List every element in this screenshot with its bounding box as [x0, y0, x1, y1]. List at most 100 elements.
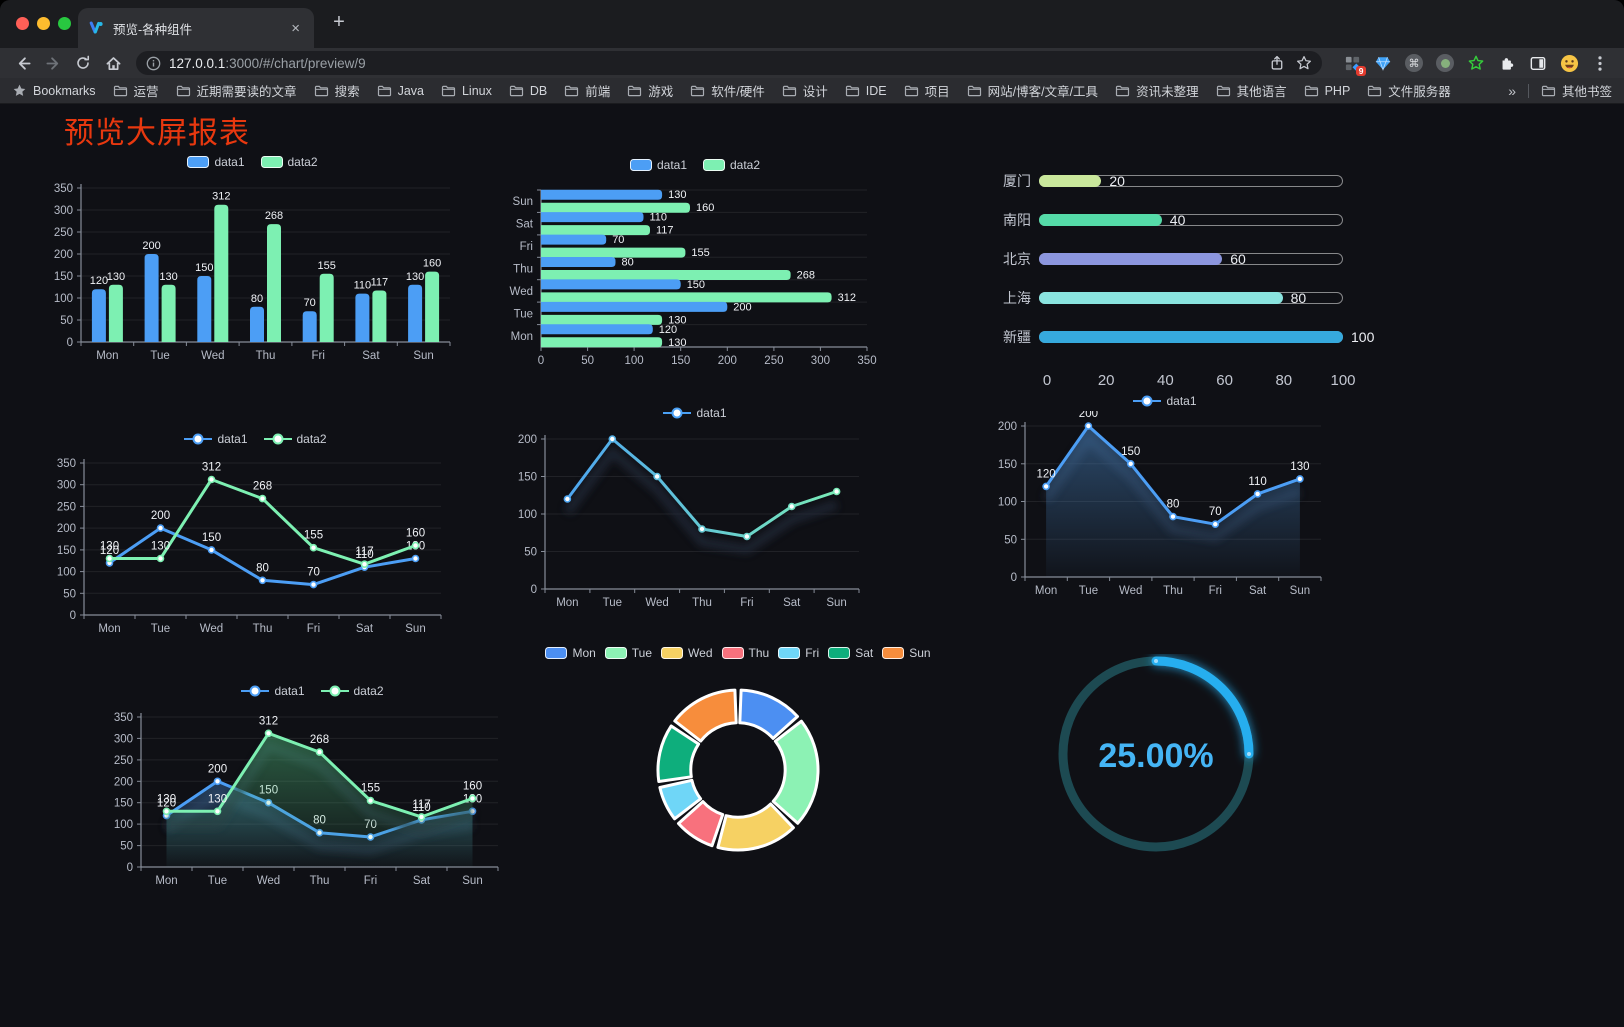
legend-label: Tue — [631, 646, 653, 660]
bookmark-folder[interactable]: DB — [509, 81, 547, 100]
share-icon[interactable] — [1270, 55, 1284, 71]
home-icon[interactable] — [100, 51, 126, 75]
minimize-window-button[interactable] — [37, 17, 50, 30]
legend-item-wed[interactable]: Wed — [661, 646, 713, 660]
donut-slice-sun[interactable] — [673, 688, 738, 743]
legend-item-data2[interactable]: data2 — [260, 155, 318, 169]
donut-slice-mon[interactable] — [738, 688, 799, 740]
donut-canvas[interactable] — [560, 663, 916, 853]
svg-text:130: 130 — [100, 541, 119, 553]
legend-item-fri[interactable]: Fri — [778, 646, 819, 660]
close-window-button[interactable] — [16, 17, 29, 30]
green-star-icon[interactable] — [1466, 53, 1486, 73]
avatar-emoji-icon[interactable] — [1559, 53, 1579, 73]
browser-tab[interactable]: 预览-各种组件 × — [78, 8, 314, 48]
line-gradient-canvas[interactable]: 0 50 100 150 200 Mon Tue Wed Thu Fri Sat Sun — [505, 423, 885, 619]
url-text[interactable]: 127.0.0.1:3000/#/chart/preview/9 — [169, 56, 1262, 71]
extension-grid-icon[interactable]: 9 — [1342, 53, 1366, 76]
donut-slice-sat[interactable] — [656, 724, 701, 783]
progress-track[interactable]: 40 — [1039, 212, 1343, 228]
progress-track[interactable]: 100 — [1039, 329, 1374, 345]
legend-item-data1[interactable]: data1 — [184, 432, 248, 446]
legend-item-data2[interactable]: data2 — [320, 684, 384, 698]
progress-track[interactable]: 60 — [1039, 251, 1343, 267]
donut-slice-fri[interactable] — [658, 778, 703, 821]
bookmark-label: 资讯未整理 — [1136, 85, 1199, 99]
progress-track[interactable]: 80 — [1039, 289, 1343, 306]
address-bar[interactable]: 127.0.0.1:3000/#/chart/preview/9 — [136, 51, 1322, 75]
puzzle-icon[interactable] — [1497, 53, 1517, 73]
bookmark-label: DB — [529, 83, 548, 98]
svg-text:150: 150 — [518, 472, 537, 484]
progress-track[interactable]: 20 — [1039, 173, 1343, 189]
bookmark-folder[interactable]: 搜索 — [314, 81, 360, 100]
svg-text:130: 130 — [406, 271, 424, 283]
legend-item-tue[interactable]: Tue — [604, 646, 653, 660]
legend-item-data1[interactable]: data1 — [1133, 394, 1197, 408]
bookmark-folder[interactable]: 前端 — [564, 81, 610, 100]
bookmark-star-icon[interactable] — [1296, 55, 1312, 71]
bookmark-folder[interactable]: 近期需要读的文章 — [176, 81, 297, 100]
legend-item-data1[interactable]: data1 — [187, 155, 245, 169]
bookmark-folder[interactable]: 运营 — [113, 81, 159, 100]
progress-value: 80 — [1290, 289, 1307, 306]
svg-text:Mon: Mon — [155, 875, 177, 887]
svg-text:160: 160 — [423, 258, 441, 270]
donut-slice-tue[interactable] — [771, 719, 820, 825]
legend-item-sat[interactable]: Sat — [828, 646, 873, 660]
bookmark-label: 搜索 — [334, 85, 360, 99]
line-two-canvas[interactable]: 0 50 100 150 200 250 300 350 Mon Tue Wed Thu Fri Sat S… — [48, 449, 463, 645]
tab-close-icon[interactable]: × — [291, 19, 300, 37]
bookmark-folder[interactable]: 资讯未整理 — [1115, 81, 1199, 100]
gem-icon[interactable] — [1373, 53, 1393, 73]
donut-slice-wed[interactable] — [716, 802, 795, 852]
info-icon[interactable] — [146, 56, 161, 71]
command-circle-icon[interactable]: ⌘ — [1404, 53, 1424, 73]
gauge-canvas[interactable]: 25.00% — [1038, 654, 1274, 859]
svg-text:150: 150 — [114, 798, 133, 810]
bookmark-folder[interactable]: 软件/硬件 — [690, 81, 765, 100]
sidebar-icon[interactable] — [1528, 53, 1548, 73]
legend-label: data2 — [296, 432, 327, 446]
bookmark-folder[interactable]: 项目 — [904, 81, 950, 100]
bookmarks-divider — [1527, 83, 1529, 98]
bookmark-folder[interactable]: 设计 — [782, 81, 828, 100]
svg-text:Sat: Sat — [362, 350, 380, 362]
bookmark-folder[interactable]: 网站/博客/文章/工具 — [967, 81, 1098, 100]
area-two-canvas[interactable]: 0 50 100 150 200 250 300 350 Mon Tue Wed Thu Fri Sat S… — [105, 701, 520, 897]
other-bookmarks-folder[interactable]: 其他书签 — [1541, 81, 1612, 100]
bookmark-folder[interactable]: Linux — [441, 81, 492, 100]
donut-slice-thu[interactable] — [677, 800, 725, 848]
bookmark-folder[interactable]: PHP — [1304, 81, 1350, 100]
legend-item-data2[interactable]: data2 — [263, 432, 327, 446]
forward-icon[interactable] — [40, 51, 66, 75]
record-circle-icon[interactable] — [1435, 53, 1455, 73]
legend-item-data1[interactable]: data1 — [241, 684, 305, 698]
progress-label: 北京 — [1003, 250, 1031, 267]
svg-text:130: 130 — [157, 793, 176, 805]
menu-dots-icon[interactable] — [1590, 53, 1610, 73]
bookmarks-overflow-chevron[interactable]: » — [1508, 82, 1516, 99]
bookmarks-manager[interactable]: Bookmarks — [12, 83, 96, 98]
folder-icon — [1216, 85, 1230, 96]
bookmark-folder[interactable]: IDE — [845, 81, 887, 100]
legend-item-sun[interactable]: Sun — [882, 646, 931, 660]
zoom-window-button[interactable] — [58, 17, 71, 30]
legend-item-data2[interactable]: data2 — [703, 158, 760, 172]
back-icon[interactable] — [10, 51, 36, 75]
new-tab-button[interactable]: + — [333, 11, 345, 33]
bookmark-folder[interactable]: 文件服务器 — [1367, 81, 1451, 100]
svg-text:Tue: Tue — [150, 350, 169, 362]
legend-item-thu[interactable]: Thu — [721, 646, 769, 660]
bookmark-folder[interactable]: 其他语言 — [1216, 81, 1287, 100]
progress-label: 厦门 — [1003, 172, 1031, 189]
reload-icon[interactable] — [70, 51, 96, 75]
area-single-canvas[interactable]: 0 50 100 150 200 Mon Tue Wed Thu Fri Sat Sun 120 200 1… — [985, 408, 1345, 607]
bookmark-folder[interactable]: 游戏 — [627, 81, 673, 100]
legend-item-mon[interactable]: Mon — [545, 646, 596, 660]
grouped-bar-canvas[interactable]: 0 50 100 150 200 250 300 350 Mon Tue Wed Thu Fri Sat S… — [45, 172, 460, 372]
legend-item-data1[interactable]: data1 — [663, 406, 727, 420]
legend-item-data1[interactable]: data1 — [629, 158, 687, 172]
bookmark-folder[interactable]: Java — [377, 81, 424, 100]
